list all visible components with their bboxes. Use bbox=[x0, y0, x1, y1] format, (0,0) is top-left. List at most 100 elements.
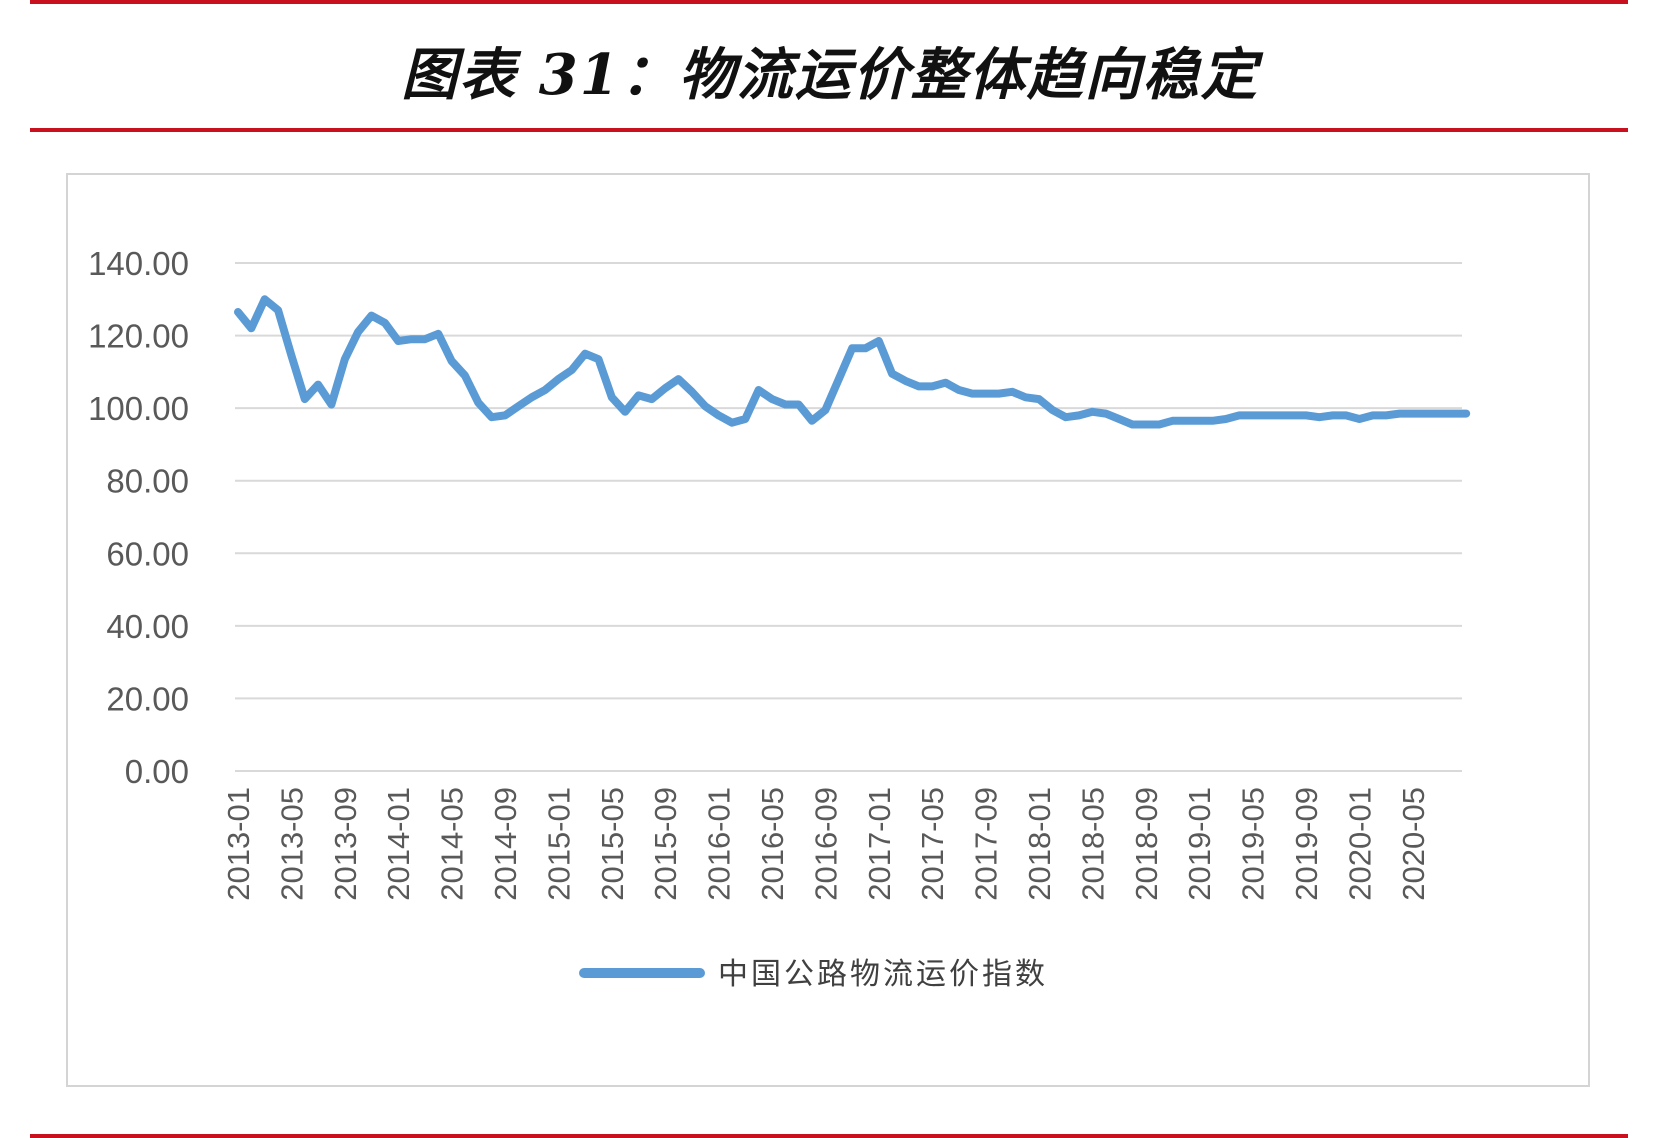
data-point bbox=[504, 414, 506, 416]
data-point bbox=[597, 358, 599, 360]
data-point bbox=[357, 331, 359, 333]
data-point bbox=[1131, 423, 1133, 425]
x-tick-label: 2015-01 bbox=[541, 787, 576, 901]
data-point bbox=[1252, 414, 1254, 416]
data-point bbox=[1278, 414, 1280, 416]
data-point bbox=[744, 418, 746, 420]
data-point bbox=[1372, 414, 1374, 416]
data-point bbox=[317, 384, 319, 386]
x-tick-label: 2017-09 bbox=[969, 787, 1004, 901]
data-point bbox=[905, 380, 906, 382]
legend-label: 中国公路物流运价指数 bbox=[718, 957, 1048, 992]
data-point bbox=[1011, 391, 1013, 393]
data-point bbox=[891, 373, 893, 375]
line-chart: 0.00 20.00 40.00 60.00 80.00 100.00 120.00 140.… bbox=[88, 245, 1471, 992]
data-point bbox=[1038, 398, 1040, 400]
data-point bbox=[1172, 420, 1173, 422]
data-point bbox=[424, 338, 426, 340]
data-point bbox=[517, 405, 519, 407]
data-point bbox=[1305, 414, 1307, 416]
data-point bbox=[624, 411, 626, 413]
data-point bbox=[918, 385, 920, 387]
data-point bbox=[1025, 396, 1027, 398]
data-point bbox=[411, 338, 413, 340]
data-point bbox=[678, 378, 680, 380]
x-tick-label: 2015-05 bbox=[595, 787, 630, 901]
data-point bbox=[491, 416, 493, 418]
y-tick-label: 20.00 bbox=[106, 680, 189, 717]
data-point bbox=[851, 347, 853, 349]
data-point bbox=[1091, 411, 1093, 413]
data-point bbox=[557, 378, 559, 380]
bottom-rule bbox=[30, 1134, 1628, 1138]
data-point bbox=[1051, 409, 1053, 411]
x-tick-label: 2018-01 bbox=[1022, 787, 1057, 901]
y-tick-label: 100.00 bbox=[88, 390, 189, 427]
data-point bbox=[1425, 413, 1427, 415]
x-tick-label: 2020-01 bbox=[1342, 787, 1377, 901]
data-point bbox=[1412, 413, 1414, 415]
x-tick-label: 2016-05 bbox=[755, 787, 790, 901]
x-tick-label: 2017-05 bbox=[915, 787, 950, 901]
title-rule bbox=[30, 128, 1628, 132]
data-point bbox=[824, 409, 826, 411]
data-point bbox=[664, 387, 666, 389]
data-point bbox=[304, 398, 306, 400]
data-point bbox=[264, 298, 266, 300]
y-tick-label: 60.00 bbox=[106, 535, 189, 572]
data-point bbox=[731, 422, 733, 424]
data-point bbox=[1105, 413, 1107, 415]
data-point bbox=[277, 309, 279, 311]
data-point bbox=[1332, 414, 1334, 416]
chart-frame: 0.00 20.00 40.00 60.00 80.00 100.00 120.00 140.… bbox=[66, 173, 1590, 1087]
data-point bbox=[1345, 414, 1347, 416]
data-point bbox=[878, 340, 880, 342]
data-point bbox=[798, 404, 800, 406]
data-point bbox=[1318, 416, 1320, 418]
legend: 中国公路物流运价指数 bbox=[579, 957, 1048, 992]
data-point bbox=[784, 404, 786, 406]
data-point bbox=[371, 315, 372, 317]
data-point bbox=[464, 374, 466, 376]
data-point bbox=[945, 382, 947, 384]
data-point bbox=[771, 398, 773, 400]
data-point bbox=[691, 391, 693, 393]
data-point bbox=[651, 398, 653, 400]
data-point bbox=[237, 311, 239, 313]
data-point bbox=[758, 389, 760, 391]
data-point bbox=[1145, 423, 1147, 425]
x-tick-label: 2020-05 bbox=[1396, 787, 1431, 901]
data-point bbox=[958, 389, 960, 391]
data-point bbox=[531, 396, 533, 398]
data-point bbox=[1198, 420, 1200, 422]
data-point bbox=[1238, 414, 1240, 416]
y-tick-label: 40.00 bbox=[106, 608, 189, 645]
data-point bbox=[1225, 418, 1227, 420]
data-point bbox=[1185, 420, 1187, 422]
y-axis-ticks: 0.00 20.00 40.00 60.00 80.00 100.00 120.00 140.… bbox=[88, 245, 189, 790]
data-point bbox=[451, 360, 453, 362]
data-point bbox=[998, 393, 1000, 395]
data-point bbox=[344, 358, 346, 360]
data-point bbox=[1265, 414, 1267, 416]
data-point bbox=[584, 353, 586, 355]
x-tick-label: 2014-01 bbox=[381, 787, 416, 901]
data-point bbox=[1398, 413, 1400, 415]
top-rule bbox=[30, 0, 1628, 4]
x-tick-label: 2018-09 bbox=[1129, 787, 1164, 901]
data-point bbox=[384, 322, 386, 324]
data-point bbox=[1385, 414, 1387, 416]
x-tick-label: 2014-05 bbox=[435, 787, 470, 901]
data-point bbox=[1065, 416, 1067, 418]
y-tick-label: 120.00 bbox=[88, 318, 189, 355]
x-tick-label: 2013-01 bbox=[221, 787, 256, 901]
data-point bbox=[1465, 413, 1467, 415]
x-tick-label: 2017-01 bbox=[862, 787, 897, 901]
y-tick-label: 0.00 bbox=[125, 753, 189, 790]
x-tick-label: 2018-05 bbox=[1075, 787, 1110, 901]
x-tick-label: 2019-05 bbox=[1236, 787, 1271, 901]
data-point bbox=[1078, 414, 1080, 416]
data-point bbox=[544, 389, 546, 391]
x-tick-label: 2013-05 bbox=[274, 787, 309, 901]
x-tick-label: 2013-09 bbox=[328, 787, 363, 901]
